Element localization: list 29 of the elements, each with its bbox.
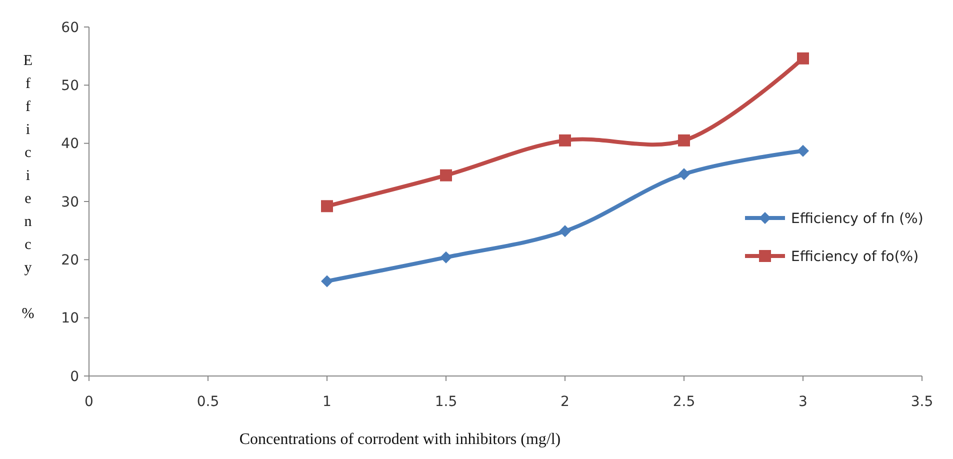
y-tick-label: 40 (61, 136, 79, 152)
y-tick-label: 10 (61, 310, 79, 327)
legend-label: Efficiency of fn (%) (791, 210, 924, 227)
point (797, 52, 809, 64)
point (559, 134, 571, 146)
point (440, 169, 452, 182)
point (678, 134, 690, 146)
y-tick-label: 50 (61, 78, 79, 94)
y-tick-label: 30 (61, 194, 79, 210)
y-tick-label: 0 (70, 368, 79, 385)
x-axis-title: Concentrations of corrodent with inhibitors (mg/l) (239, 431, 561, 448)
legend-label: Efficiency of fo(%) (791, 248, 919, 265)
x-tick-label: 1.5 (434, 394, 458, 410)
x-tick-label: 3.5 (910, 394, 934, 410)
x-tick-label: 2 (560, 394, 570, 410)
y-tick-label: 20 (61, 252, 79, 269)
point (797, 144, 809, 157)
point (321, 275, 333, 288)
y-tick-label: 60 (61, 20, 79, 36)
point (440, 251, 452, 264)
x-tick-label: 2.5 (672, 394, 696, 410)
point (678, 168, 690, 180)
y-axis-title: Efficiency % (22, 53, 34, 322)
x-tick-label: 0.5 (196, 394, 220, 410)
x-tick-label: 0 (84, 394, 94, 410)
point (559, 225, 571, 238)
x-tick-label: 1 (322, 394, 332, 410)
point (321, 200, 333, 212)
x-tick-label: 3 (798, 394, 808, 410)
